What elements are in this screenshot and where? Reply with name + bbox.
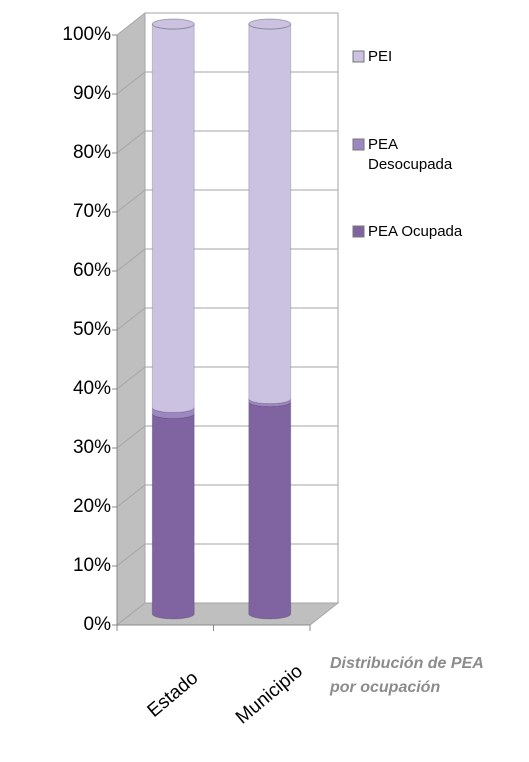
y-tick-label: 60% [73, 260, 111, 281]
legend-label: PEA Ocupada [368, 223, 463, 240]
bar-segment [151, 413, 195, 620]
grid-line [116, 189, 146, 213]
annotation: Distribución de PEA por ocupación [330, 655, 484, 696]
y-tick-label: 0% [84, 614, 112, 635]
y-tick-label: 90% [73, 83, 111, 104]
legend-swatch [352, 50, 365, 63]
legend-label: PEA Desocupada [368, 136, 453, 173]
grid-line [116, 425, 146, 449]
y-tick-label: 70% [73, 201, 111, 222]
y-tick-label: 10% [73, 555, 111, 576]
legend-label: PEI [368, 48, 393, 65]
grid-line [116, 307, 146, 331]
grid-line [116, 71, 146, 95]
x-tick-label: Estado [144, 668, 203, 722]
legend-swatch [352, 138, 365, 151]
grid-line [116, 543, 146, 567]
y-tick-label: 30% [73, 437, 111, 458]
grid-line [116, 366, 146, 390]
x-tick-label: Municipio [232, 661, 307, 729]
y-tick-label: 100% [62, 24, 111, 45]
grid-line [116, 130, 146, 154]
bar-segment [248, 401, 292, 620]
legend-swatch [352, 225, 365, 238]
bar-top [151, 18, 195, 30]
grid-line [116, 484, 146, 508]
floor [115, 602, 340, 626]
y-tick-label: 40% [73, 378, 111, 399]
y-tick-label: 20% [73, 496, 111, 517]
bar-top [248, 18, 292, 30]
grid-line [116, 248, 146, 272]
bar-segment [151, 23, 195, 413]
y-tick-label: 50% [73, 319, 111, 340]
y-tick-label: 80% [73, 142, 111, 163]
bar-segment [248, 23, 292, 405]
